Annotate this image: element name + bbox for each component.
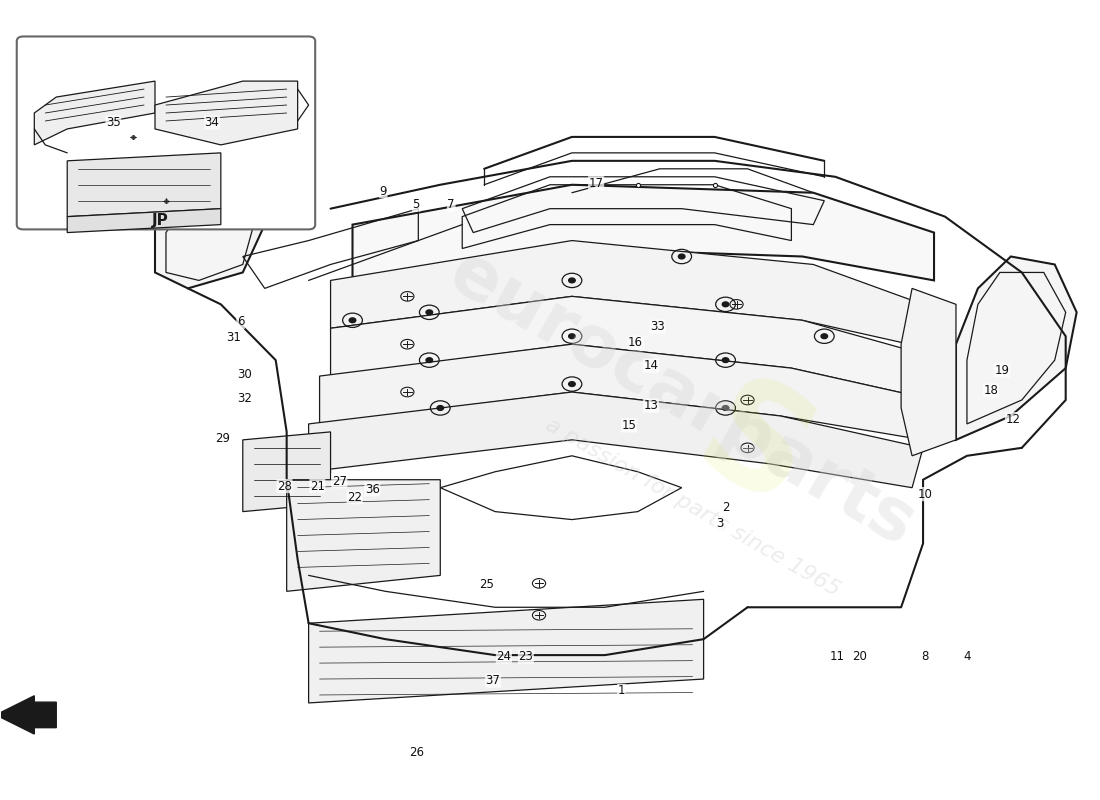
Text: 15: 15 [621,419,637,432]
Text: 24: 24 [496,650,512,663]
Text: 3: 3 [716,517,724,530]
Circle shape [821,334,827,338]
Text: 33: 33 [650,320,664,333]
Text: 27: 27 [332,475,346,488]
Polygon shape [67,209,221,233]
Polygon shape [155,81,298,145]
Circle shape [569,382,575,386]
Text: 10: 10 [917,487,933,501]
Circle shape [723,358,729,362]
Polygon shape [67,153,221,217]
Text: 29: 29 [216,432,231,445]
Text: 31: 31 [227,331,241,344]
Text: 22: 22 [348,490,362,504]
Text: 9: 9 [379,185,387,198]
Polygon shape [352,185,934,281]
Polygon shape [331,241,945,352]
Text: 6: 6 [236,315,244,328]
Text: 36: 36 [365,482,380,496]
Text: 32: 32 [238,392,252,405]
FancyArrow shape [0,696,56,734]
Text: 35: 35 [106,116,121,129]
Text: 7: 7 [448,198,455,211]
Polygon shape [956,257,1077,440]
Text: 19: 19 [994,364,1010,377]
Text: 2: 2 [722,501,729,514]
Text: eurocarparts: eurocarparts [437,238,927,562]
Circle shape [679,254,685,259]
Polygon shape [320,344,934,440]
Polygon shape [331,296,945,400]
Text: 21: 21 [310,479,324,493]
Text: 16: 16 [628,336,643,349]
Polygon shape [34,81,155,145]
Circle shape [723,406,729,410]
Text: 8: 8 [922,650,928,663]
Text: 25: 25 [478,578,494,591]
Circle shape [569,334,575,338]
Text: 5: 5 [412,198,420,211]
Text: 17: 17 [588,177,604,190]
Text: 34: 34 [205,116,220,129]
Text: 26: 26 [408,746,424,759]
Text: a passion for parts since 1965: a passion for parts since 1965 [542,415,844,600]
Polygon shape [901,288,956,456]
Text: S: S [672,365,834,539]
Circle shape [723,302,729,306]
Circle shape [426,358,432,362]
Text: 13: 13 [644,399,659,412]
Text: 30: 30 [238,368,252,381]
Polygon shape [243,432,331,512]
Text: 20: 20 [852,650,867,663]
Polygon shape [309,392,923,488]
Text: 37: 37 [485,674,501,687]
Text: 14: 14 [644,359,659,372]
Text: 4: 4 [964,650,970,663]
Circle shape [437,406,443,410]
Text: 11: 11 [830,650,845,663]
Polygon shape [309,599,704,703]
Circle shape [349,318,355,322]
Text: 12: 12 [1005,413,1021,426]
Circle shape [426,310,432,314]
Polygon shape [287,480,440,591]
Text: JP: JP [152,213,169,228]
Text: 23: 23 [518,650,534,663]
Text: 1: 1 [617,685,625,698]
Circle shape [569,278,575,283]
Text: 18: 18 [983,384,999,397]
FancyBboxPatch shape [16,37,316,230]
Text: 28: 28 [277,479,292,493]
Polygon shape [155,193,265,288]
